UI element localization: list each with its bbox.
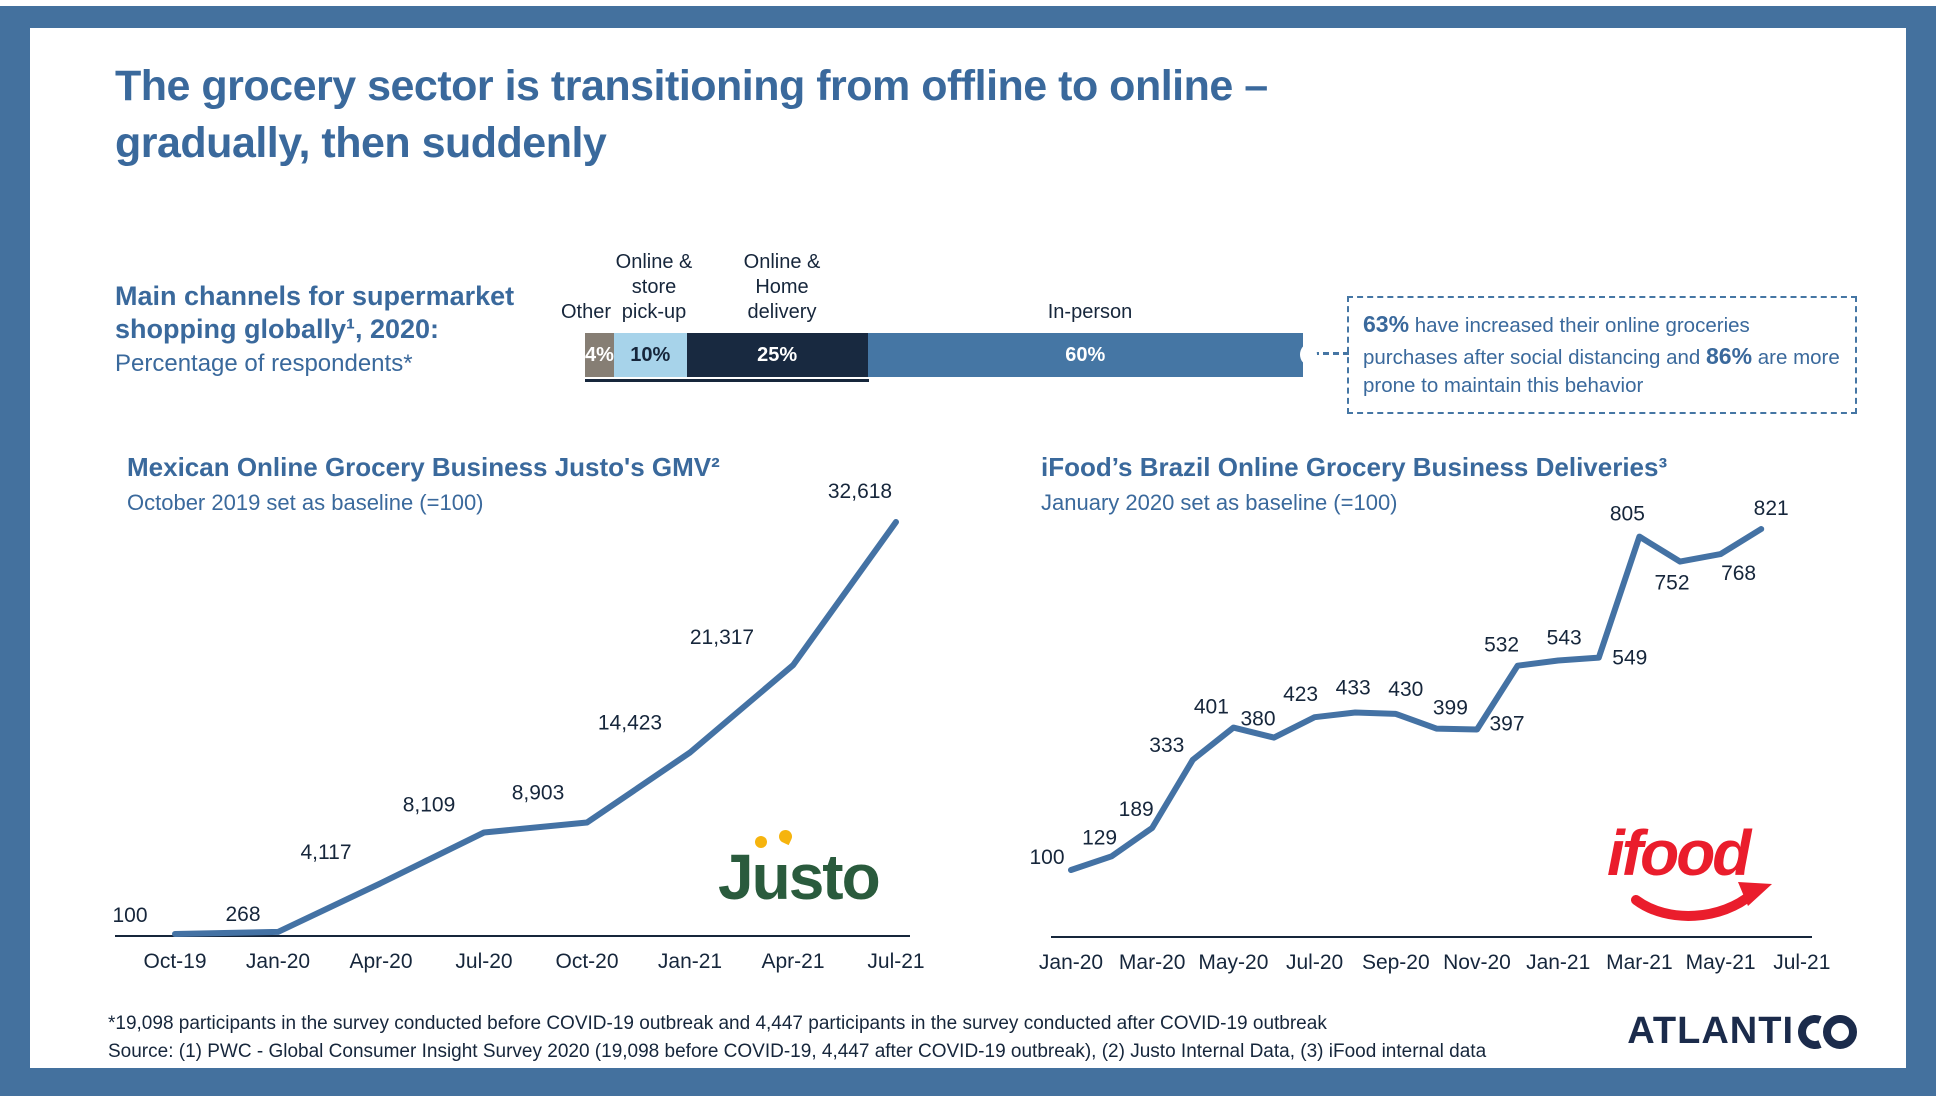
data-label: 189: [1119, 798, 1154, 821]
data-label: 768: [1721, 562, 1756, 585]
callout-connector-dot: [1300, 344, 1317, 365]
data-label: 549: [1612, 647, 1647, 670]
justo-logo-dot-icon: [754, 836, 767, 848]
justo-logo-u: u: [752, 827, 794, 914]
bar-segment: 60%: [867, 333, 1303, 377]
justo-chart-header: Mexican Online Grocery Business Justo's …: [127, 452, 887, 516]
x-tick-label: Jul-20: [1286, 951, 1343, 974]
slide: The grocery sector is transitioning from…: [30, 28, 1906, 1068]
data-label: 32,618: [828, 480, 892, 503]
data-label: 129: [1082, 826, 1117, 849]
online-portion-underline: [585, 379, 869, 382]
callout-text-1: have increased their online groceries pu…: [1363, 314, 1750, 369]
justo-chart-title: Mexican Online Grocery Business Justo's …: [127, 452, 720, 482]
callout-stat-86: 86%: [1706, 342, 1753, 369]
data-label: 399: [1433, 697, 1468, 720]
atlantico-logo-text: ATLANTI: [1627, 1010, 1794, 1052]
atlantico-logo: ATLANTI: [1627, 1010, 1862, 1053]
page-title: The grocery sector is transitioning from…: [115, 58, 1815, 172]
data-label: 433: [1336, 677, 1371, 700]
page-title-line2: gradually, then suddenly: [115, 118, 607, 167]
data-label: 21,317: [690, 626, 754, 649]
ifood-chart-subtitle: January 2020 set as baseline (=100): [1041, 490, 1398, 515]
justo-chart-subtitle: October 2019 set as baseline (=100): [127, 490, 484, 515]
x-tick-label: Sep-20: [1362, 951, 1430, 974]
callout-connector-line: [1313, 352, 1349, 355]
x-tick-label: Mar-21: [1606, 951, 1673, 974]
source-note: Source: (1) PWC - Global Consumer Insigh…: [108, 1041, 1487, 1062]
ifood-chart-title: iFood’s Brazil Online Grocery Business D…: [1041, 452, 1668, 482]
data-label: 8,903: [512, 782, 565, 805]
justo-logo-j: J: [718, 841, 754, 913]
x-tick-label: Jan-21: [1526, 951, 1590, 974]
data-label: 752: [1654, 572, 1689, 595]
data-label: 100: [1029, 846, 1064, 869]
insight-callout: 63% have increased their online grocerie…: [1347, 296, 1857, 414]
data-label: 423: [1283, 683, 1318, 706]
bar-category-delivery: Online & Home delivery: [743, 251, 821, 323]
x-tick-label: Mar-20: [1119, 951, 1186, 974]
bar-category-pickup: Online & store pick-up: [615, 251, 693, 323]
data-label: 14,423: [598, 712, 662, 735]
ifood-logo: ifood: [1607, 817, 1751, 889]
data-label: 380: [1240, 708, 1275, 731]
channels-stacked-bar: 4% 10% 25% 60%: [585, 333, 1310, 377]
data-label: 532: [1484, 634, 1519, 657]
bar-category-other: Other: [560, 301, 612, 323]
series-line: [1068, 526, 1765, 873]
data-label: 821: [1754, 497, 1789, 520]
callout-stat-63: 63%: [1363, 311, 1410, 337]
justo-logo: Ju sto: [718, 827, 881, 914]
x-tick-label: May-21: [1686, 951, 1756, 974]
data-label: 401: [1194, 696, 1229, 719]
x-tick-label: Jan-20: [1039, 951, 1103, 974]
data-label: 805: [1610, 503, 1645, 526]
x-tick-label: Jan-20: [246, 950, 310, 973]
data-label: 397: [1489, 713, 1524, 736]
data-label: 430: [1388, 678, 1423, 701]
justo-logo-sto: sto: [788, 841, 881, 913]
data-label: 333: [1149, 734, 1184, 757]
justo-line-chart: 100 268 4,117 8,109 8,903 14,423 21,317 32,618 O…: [112, 480, 924, 973]
footnote: *19,098 participants in the survey condu…: [108, 1013, 1327, 1034]
data-label: 8,109: [403, 794, 456, 817]
x-tick-label: Jan-21: [658, 950, 722, 973]
bar-segment: 25%: [686, 333, 868, 377]
x-tick-label: Jul-21: [1773, 951, 1830, 974]
callout-text-2: are more prone to maintain this behavior: [1363, 345, 1840, 398]
data-label: 100: [112, 904, 147, 927]
x-tick-label: Apr-20: [349, 950, 412, 973]
ifood-chart-header: iFood’s Brazil Online Grocery Business D…: [1041, 452, 1841, 516]
bar-segment: 4%: [585, 333, 614, 377]
data-label: 4,117: [301, 841, 352, 864]
channels-subheading: Percentage of respondents*: [115, 350, 413, 377]
x-tick-label: Oct-19: [143, 950, 206, 973]
x-tick-label: Oct-20: [555, 950, 618, 973]
x-tick-label: Jul-20: [455, 950, 512, 973]
page-title-line1: The grocery sector is transitioning from…: [115, 62, 1268, 110]
bar-category-inperson: In-person: [1047, 301, 1133, 323]
x-tick-label: May-20: [1198, 951, 1268, 974]
series-line: [172, 519, 899, 937]
x-tick-label: Jul-21: [867, 950, 924, 973]
data-label: 268: [225, 903, 260, 926]
ifood-logo-swoosh-icon: [1631, 882, 1772, 921]
atlantico-logo-co-icon: [1798, 1014, 1857, 1049]
data-label: 543: [1547, 627, 1582, 650]
bar-segment: 10%: [614, 333, 687, 377]
x-tick-label: Apr-21: [761, 950, 824, 973]
x-tick-label: Nov-20: [1443, 951, 1511, 974]
channels-heading: Main channels for supermarket shopping g…: [115, 281, 515, 344]
